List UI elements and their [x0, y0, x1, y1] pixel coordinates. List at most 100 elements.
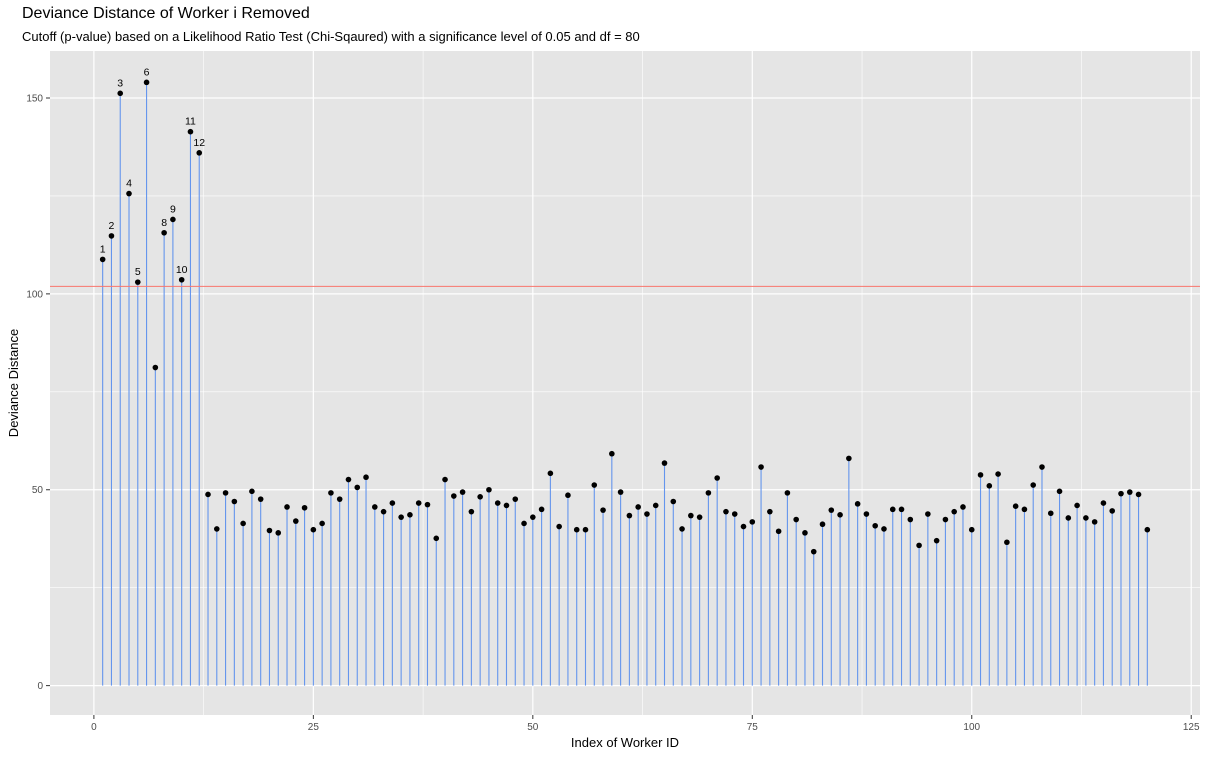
data-point — [872, 522, 878, 529]
data-point — [231, 498, 238, 505]
segments-layer — [102, 82, 1148, 686]
data-point — [889, 506, 896, 513]
data-point — [758, 464, 764, 470]
data-point — [328, 490, 334, 496]
data-point — [767, 508, 773, 515]
data-point — [644, 511, 650, 517]
y-tick-label: 50 — [32, 485, 44, 496]
data-point — [802, 530, 808, 536]
data-point — [819, 521, 826, 528]
data-point — [336, 496, 343, 502]
data-point — [1065, 515, 1072, 521]
data-point — [898, 506, 905, 513]
data-point — [301, 504, 308, 511]
x-tick-label: 125 — [1183, 722, 1200, 733]
point-label: 10 — [176, 264, 188, 276]
point-label: 9 — [170, 203, 176, 215]
data-point — [161, 229, 167, 236]
data-point — [609, 450, 615, 457]
data-point — [810, 548, 817, 555]
data-point — [573, 526, 580, 533]
data-point — [117, 90, 124, 97]
x-tick-label: 75 — [747, 722, 759, 733]
data-point — [670, 498, 677, 505]
data-point — [1135, 491, 1142, 498]
data-point — [433, 535, 440, 542]
data-point — [679, 526, 685, 532]
data-point — [1074, 502, 1080, 509]
x-tick-label: 25 — [308, 722, 320, 733]
data-point — [310, 526, 317, 533]
x-tick-label: 0 — [91, 722, 97, 733]
data-point — [635, 504, 641, 510]
data-point — [1047, 510, 1054, 517]
data-point — [995, 471, 1001, 477]
data-point — [977, 472, 984, 478]
data-point — [407, 512, 413, 518]
data-point — [986, 483, 993, 489]
data-point — [240, 520, 246, 527]
data-point — [1083, 515, 1089, 521]
data-point — [249, 488, 255, 495]
data-point — [477, 494, 483, 500]
data-point — [600, 507, 606, 513]
data-point — [925, 511, 931, 517]
data-point — [354, 484, 361, 491]
data-point — [854, 501, 861, 507]
data-point — [1100, 500, 1107, 506]
data-point — [960, 504, 966, 510]
data-point — [363, 474, 369, 481]
point-label: 6 — [144, 66, 150, 78]
data-point — [1012, 503, 1019, 510]
data-point — [459, 489, 466, 495]
x-tick-label: 50 — [527, 722, 539, 733]
chart-title: Deviance Distance of Worker i Removed — [22, 5, 310, 22]
data-point — [196, 150, 203, 156]
data-point — [1021, 506, 1028, 513]
data-point — [205, 491, 211, 498]
data-point — [538, 506, 545, 513]
point-label: 11 — [185, 116, 196, 128]
data-point — [293, 518, 299, 524]
data-point — [591, 482, 598, 488]
data-point — [881, 526, 887, 532]
data-point — [143, 79, 150, 86]
data-point — [108, 233, 115, 239]
data-point — [907, 516, 914, 523]
data-point — [714, 475, 720, 481]
data-point — [626, 512, 633, 519]
data-point — [1118, 490, 1124, 497]
point-label: 1 — [100, 243, 106, 255]
data-point — [1030, 482, 1037, 488]
point-label: 4 — [126, 178, 132, 190]
data-point — [846, 455, 852, 462]
data-point — [731, 511, 738, 517]
data-point — [486, 486, 492, 493]
data-point — [187, 128, 194, 135]
data-point — [916, 542, 922, 549]
data-point — [284, 504, 290, 510]
data-point — [178, 276, 185, 283]
data-point — [1091, 519, 1098, 525]
point-label: 5 — [135, 266, 141, 278]
data-point — [1039, 464, 1045, 470]
data-point — [389, 500, 396, 506]
data-point — [582, 526, 589, 533]
data-point — [451, 493, 457, 499]
data-point — [1126, 489, 1133, 495]
data-point — [494, 500, 501, 506]
point-label: 2 — [109, 220, 115, 232]
data-point — [951, 508, 957, 515]
data-point — [372, 504, 378, 510]
data-point — [793, 516, 799, 523]
data-point — [512, 496, 519, 502]
plot-panel — [50, 51, 1200, 715]
data-point — [319, 520, 325, 527]
y-axis-title: Deviance Distance — [6, 329, 21, 437]
data-point — [275, 530, 282, 536]
x-tick-label: 100 — [963, 722, 980, 733]
data-point — [863, 511, 870, 517]
major-gridlines — [50, 51, 1200, 715]
